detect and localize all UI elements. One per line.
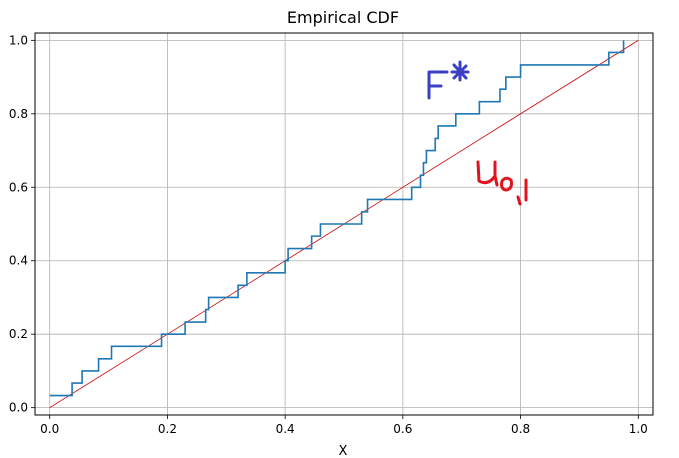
plot-frame [34, 32, 654, 416]
empirical-cdf-steps [49, 40, 625, 397]
x-tick-label: 0.8 [511, 422, 530, 436]
annotation-u01 [476, 160, 528, 206]
series-layer [49, 40, 639, 408]
x-tick-label: 0.4 [276, 422, 295, 436]
y-tick-label: 0.6 [9, 180, 28, 194]
y-tick-label: 0.0 [9, 401, 28, 415]
y-axis-ticks: 0.0 0.2 0.4 0.6 0.8 1.0 [9, 33, 35, 415]
y-tick-label: 0.4 [9, 254, 28, 268]
y-tick-label: 0.2 [9, 327, 28, 341]
annotation-f-star [427, 60, 470, 100]
y-tick-label: 0.8 [9, 107, 28, 121]
x-tick-label: 0.6 [393, 422, 412, 436]
x-tick-label: 0.2 [158, 422, 177, 436]
chart-title: Empirical CDF [287, 8, 399, 27]
x-axis-label: X [339, 444, 348, 458]
x-axis-ticks: 0.0 0.2 0.4 0.6 0.8 1.0 [40, 415, 648, 436]
grid-lines [35, 33, 653, 415]
x-tick-label: 0.0 [40, 422, 59, 436]
y-tick-label: 1.0 [9, 33, 28, 47]
x-tick-label: 1.0 [629, 422, 648, 436]
